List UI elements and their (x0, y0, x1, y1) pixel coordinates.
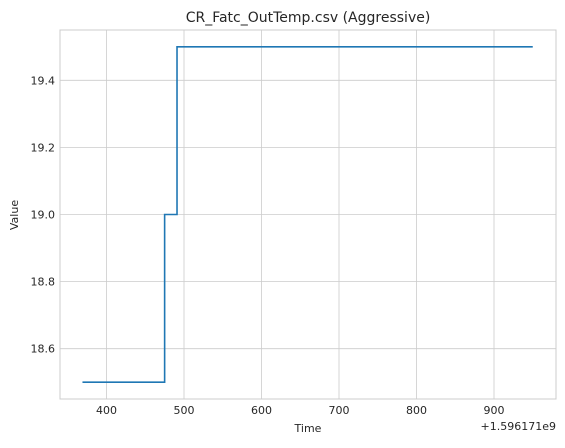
y-tick-label: 19.2 (31, 141, 56, 154)
x-tick-labels: 400 500 600 700 800 900 (96, 404, 505, 417)
x-axis-offset-label: +1.596171e9 (481, 420, 556, 433)
x-tick-label: 600 (251, 404, 272, 417)
x-tick-label: 800 (406, 404, 427, 417)
chart-title: CR_Fatc_OutTemp.csv (Aggressive) (186, 10, 431, 26)
x-tick-label: 400 (96, 404, 117, 417)
y-tick-label: 19.0 (31, 209, 56, 222)
x-tick-label: 700 (329, 404, 350, 417)
y-axis-label: Value (8, 200, 21, 230)
y-tick-label: 18.6 (31, 343, 56, 356)
y-tick-label: 19.4 (31, 74, 56, 87)
y-tick-label: 18.8 (31, 276, 56, 289)
series-layer (82, 45, 533, 384)
plot-frame (59, 29, 557, 400)
x-tick-label: 900 (484, 404, 505, 417)
grid (60, 30, 556, 399)
x-axis-label: Time (294, 422, 322, 435)
series-line (82, 45, 533, 384)
x-tick-label: 500 (174, 404, 195, 417)
y-tick-labels: 18.6 18.8 19.0 19.2 19.4 (31, 74, 56, 355)
